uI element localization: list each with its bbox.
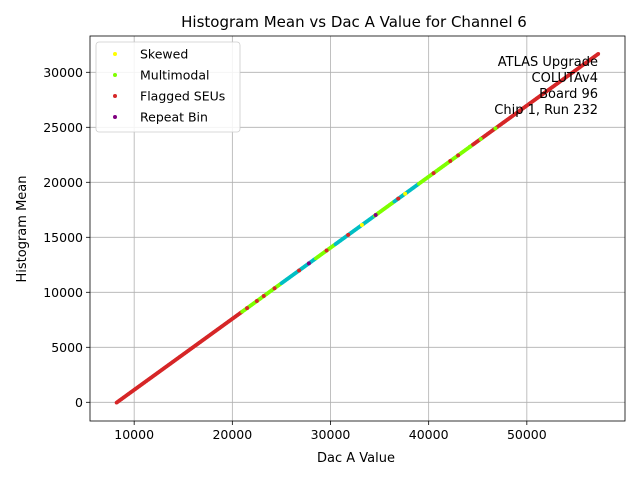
y-tick-label: 15000 — [43, 230, 83, 245]
y-tick-label: 25000 — [43, 120, 83, 135]
legend-box — [95, 41, 241, 133]
data-points — [114, 52, 601, 405]
data-point — [297, 268, 302, 273]
y-tick-label: 10000 — [43, 285, 83, 300]
plot-area — [89, 35, 626, 422]
y-axis-label: Histogram Mean — [15, 176, 30, 283]
legend-entry: Flagged SEUs — [140, 89, 225, 104]
y-tick-label: 5000 — [51, 340, 83, 355]
data-point — [493, 126, 498, 131]
data-point — [306, 261, 311, 266]
data-point — [431, 171, 436, 176]
data-point — [245, 306, 250, 311]
annotation-line: COLUTAv4 — [532, 71, 598, 86]
data-point — [403, 191, 408, 196]
data-point — [324, 248, 329, 253]
legend-marker — [113, 115, 117, 119]
legend-marker — [113, 94, 117, 98]
x-axis: 10000 20000 30000 40000 50000 — [114, 421, 547, 442]
data-point — [261, 294, 266, 299]
data-point — [478, 136, 483, 141]
chart-title: Histogram Mean vs Dac A Value for Channe… — [181, 13, 527, 31]
legend-entry: Multimodal — [140, 68, 209, 83]
data-point — [596, 52, 601, 56]
data-point — [346, 232, 351, 237]
data-point — [272, 286, 277, 291]
data-point — [456, 153, 461, 158]
legend: Skewed Multimodal Flagged SEUs Repeat Bin — [95, 41, 241, 133]
annotation-line: ATLAS Upgrade — [498, 55, 598, 70]
data-point — [448, 159, 453, 164]
annotation-line: Board 96 — [539, 87, 598, 102]
legend-entry: Repeat Bin — [140, 110, 208, 125]
legend-marker — [113, 52, 117, 56]
data-point — [396, 196, 401, 201]
y-tick-label: 0 — [75, 395, 83, 410]
x-tick-label: 10000 — [114, 427, 154, 442]
data-point — [254, 299, 259, 304]
legend-entry: Skewed — [140, 47, 188, 62]
y-axis: 0 5000 10000 15000 20000 25000 30000 — [43, 65, 90, 410]
x-tick-label: 50000 — [507, 427, 547, 442]
data-point — [359, 222, 364, 227]
data-point — [467, 144, 472, 149]
grid-lines — [90, 36, 625, 421]
x-axis-label: Dac A Value — [317, 451, 395, 466]
legend-marker — [113, 73, 117, 77]
y-tick-label: 30000 — [43, 65, 83, 80]
y-tick-label: 20000 — [43, 175, 83, 190]
x-tick-label: 30000 — [311, 427, 351, 442]
annotation-line: Chip 1, Run 232 — [494, 103, 598, 118]
data-point — [373, 213, 378, 218]
x-tick-label: 20000 — [212, 427, 252, 442]
x-tick-label: 40000 — [409, 427, 449, 442]
